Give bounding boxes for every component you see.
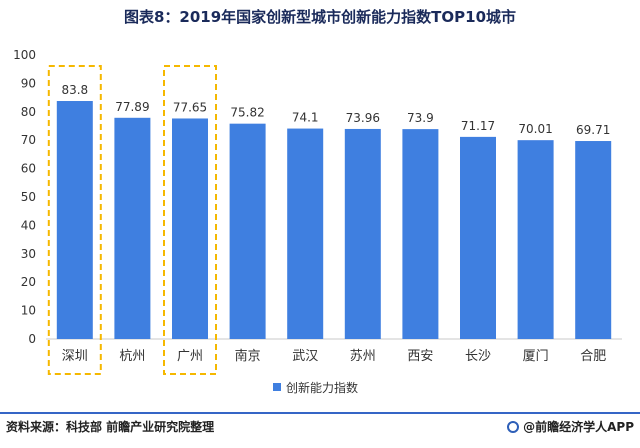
source-note: 资料来源：科技部 前瞻产业研究院整理	[6, 420, 215, 434]
category-label: 厦门	[523, 349, 549, 364]
y-tick-label: 30	[21, 247, 36, 261]
bar-chart: 0 10 20 30 40 50 60 70 80 90 100 83.8 深圳 77.89 杭州 77.65…	[13, 48, 622, 375]
bar-2	[114, 117, 151, 340]
y-tick-label: 50	[21, 190, 36, 204]
y-tick-label: 40	[21, 218, 36, 232]
data-label: 69.71	[576, 123, 610, 137]
category-label: 广州	[177, 349, 203, 364]
brand-logo-icon	[507, 420, 520, 433]
footer-divider	[0, 412, 640, 414]
y-tick-label: 90	[21, 76, 36, 90]
bar-10	[575, 141, 612, 339]
legend: 创新能力指数	[273, 380, 359, 395]
highlight-box	[47, 65, 102, 375]
category-label: 合肥	[580, 349, 606, 364]
data-label: 75.82	[230, 106, 264, 120]
y-tick-label: 100	[13, 48, 36, 62]
data-label: 73.9	[407, 111, 434, 125]
data-label: 74.1	[292, 111, 319, 125]
y-tick-label: 0	[28, 332, 36, 346]
y-tick-label: 20	[21, 275, 36, 289]
data-label: 70.01	[518, 122, 552, 136]
bar-1	[56, 101, 93, 340]
bar-9	[517, 140, 554, 339]
category-label: 长沙	[465, 349, 491, 364]
brand: @前瞻经济学人APP	[507, 418, 634, 435]
chart-title: 图表8：2019年国家创新型城市创新能力指数TOP10城市	[123, 8, 517, 26]
bar-6	[344, 128, 381, 339]
data-label: 71.17	[461, 119, 495, 133]
category-label: 深圳	[62, 349, 88, 364]
y-tick-label: 10	[21, 304, 36, 318]
y-tick-label: 80	[21, 105, 36, 119]
legend-label: 创新能力指数	[286, 380, 359, 395]
category-label: 南京	[235, 348, 261, 364]
y-tick-label: 70	[21, 133, 36, 147]
bar-7	[402, 129, 439, 339]
brand-label: @前瞻经济学人APP	[523, 420, 634, 434]
data-label: 73.96	[346, 111, 380, 125]
category-label: 武汉	[292, 349, 318, 364]
bar-4	[229, 123, 266, 339]
bar-8	[460, 136, 496, 339]
data-label: 83.8	[61, 83, 88, 97]
data-label: 77.89	[115, 100, 149, 114]
data-label: 77.65	[173, 100, 207, 114]
category-label: 苏州	[350, 348, 376, 364]
category-label: 西安	[407, 349, 433, 364]
y-tick-label: 60	[21, 162, 36, 176]
highlight-box	[163, 65, 217, 375]
legend-swatch	[273, 383, 281, 391]
category-label: 杭州	[119, 349, 145, 364]
bar-5	[287, 128, 324, 339]
bar-3	[172, 118, 208, 339]
